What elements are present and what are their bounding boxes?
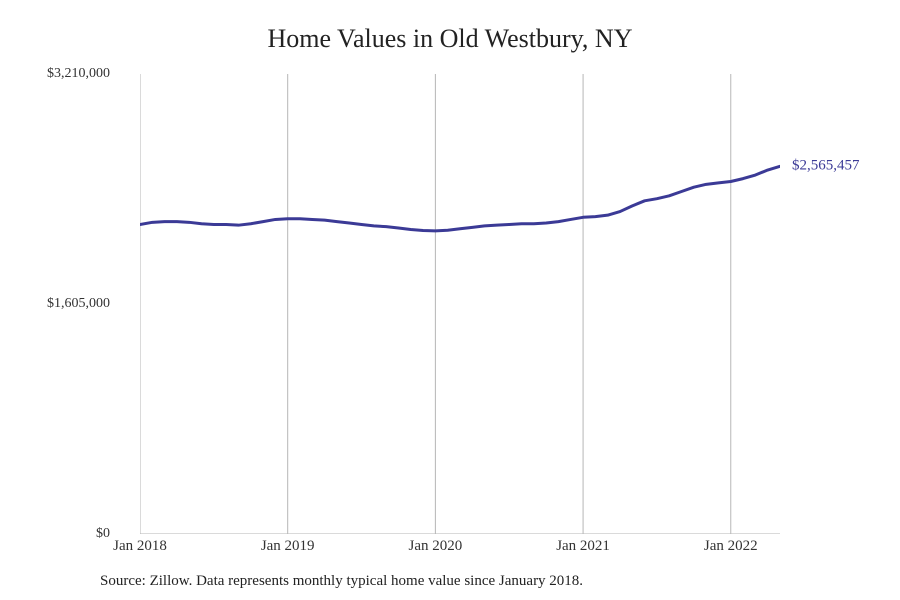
y-tick-label: $3,210,000 [0,66,110,82]
x-tick-label: Jan 2018 [113,538,167,555]
home-value-chart: Home Values in Old Westbury, NY $2,565,4… [0,0,900,600]
x-tick-label: Jan 2019 [261,538,315,555]
x-tick-label: Jan 2021 [556,538,610,555]
x-tick-label: Jan 2022 [704,538,758,555]
x-tick-label: Jan 2020 [409,538,463,555]
chart-title: Home Values in Old Westbury, NY [0,24,900,54]
chart-svg [140,74,780,534]
y-tick-label: $1,605,000 [0,296,110,312]
plot-area [140,74,780,534]
source-note: Source: Zillow. Data represents monthly … [100,573,583,590]
y-tick-label: $0 [0,526,110,542]
series-end-label: $2,565,457 [792,158,860,175]
